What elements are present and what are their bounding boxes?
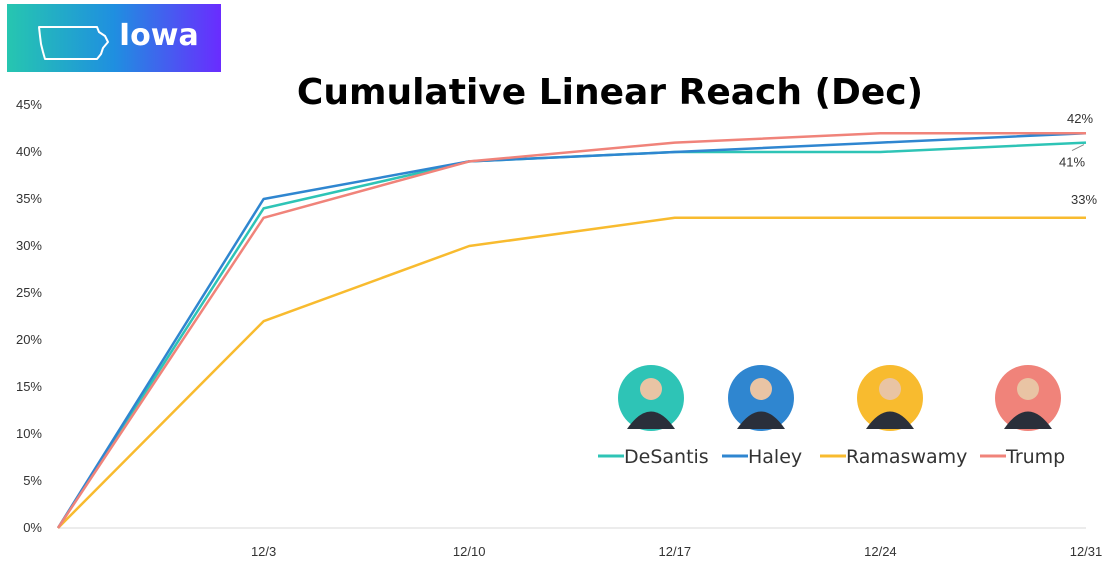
chart-title: Cumulative Linear Reach (Dec) (296, 72, 924, 113)
legend-avatar-trump (995, 365, 1061, 431)
y-tick-label: 45% (16, 97, 42, 112)
x-tick-label: 12/31 (1070, 544, 1103, 559)
series-line-trump (56, 131, 1086, 529)
legend-avatar-haley (728, 365, 794, 431)
x-tick-label: 12/17 (659, 544, 692, 559)
badge-label: Iowa (119, 18, 199, 53)
series-line-ramaswamy (57, 216, 1086, 529)
avatar-shoulders (627, 411, 675, 429)
end-value-label: 42% (1067, 111, 1093, 126)
y-tick-label: 0% (23, 520, 42, 535)
avatar-head (750, 378, 772, 400)
y-tick-label: 30% (16, 238, 42, 253)
y-tick-label: 5% (23, 473, 42, 488)
avatar-shoulders (1004, 411, 1052, 429)
end-value-label: 41% (1059, 155, 1085, 170)
y-tick-label: 20% (16, 332, 42, 347)
avatar-shoulders (737, 411, 785, 429)
end-value-label: 33% (1071, 192, 1097, 207)
y-tick-label: 10% (16, 426, 42, 441)
y-tick-label: 25% (16, 285, 42, 300)
iowa-state-icon (38, 26, 109, 60)
series-line-haley (56, 131, 1087, 529)
x-tick-label: 12/3 (251, 544, 276, 559)
avatar-head (1017, 378, 1039, 400)
iowa-badge: Iowa (7, 4, 221, 72)
x-tick-label: 12/24 (864, 544, 897, 559)
x-tick-label: 12/10 (453, 544, 486, 559)
y-tick-label: 15% (16, 379, 42, 394)
annotation-leader (1071, 144, 1085, 152)
legend-label: Haley (748, 446, 802, 468)
avatar-shoulders (866, 411, 914, 429)
legend-label: Trump (1005, 446, 1065, 468)
legend-avatar-desantis (618, 365, 684, 431)
legend-avatar-ramaswamy (857, 365, 923, 431)
avatar-head (879, 378, 901, 400)
y-tick-label: 40% (16, 144, 42, 159)
avatar-head (640, 378, 662, 400)
series-line-desantis (56, 141, 1087, 529)
y-tick-label: 35% (16, 191, 42, 206)
legend-label: DeSantis (624, 446, 709, 468)
legend-label: Ramaswamy (846, 446, 967, 468)
